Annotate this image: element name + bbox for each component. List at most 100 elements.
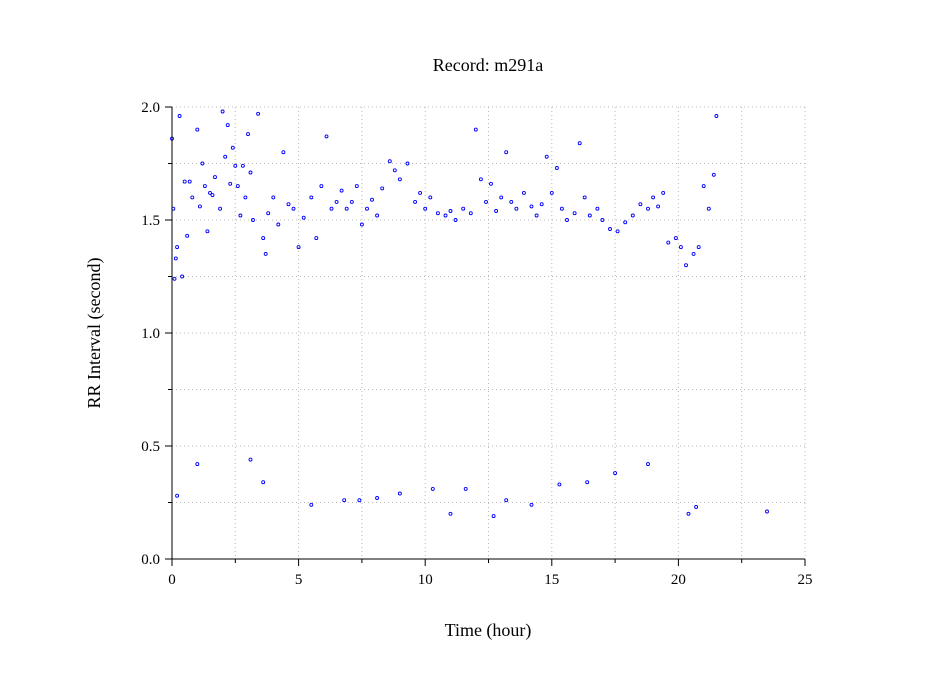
data-point [296, 245, 301, 250]
data-point [615, 229, 620, 234]
data-point [453, 218, 458, 222]
data-point [314, 236, 319, 241]
data-point [559, 206, 564, 211]
data-point [613, 471, 618, 476]
data-point [714, 114, 719, 118]
tick-labels: 0 5 10 15 20 25 0.0 0.5 1.0 1.5 2.0 [141, 100, 812, 588]
data-point [387, 159, 392, 164]
data-point [286, 202, 291, 207]
data-point [468, 211, 473, 216]
data-point [430, 486, 435, 491]
data-point [185, 233, 190, 238]
data-point [448, 209, 453, 213]
data-point [428, 195, 433, 200]
data-point [210, 193, 215, 198]
data-point [565, 218, 569, 222]
data-point [638, 202, 643, 207]
data-point [600, 218, 605, 222]
data-point [509, 199, 514, 204]
data-point [461, 206, 466, 211]
data-point [238, 213, 243, 218]
data-point [623, 220, 628, 225]
data-point [696, 245, 701, 250]
data-point [765, 509, 769, 514]
data-point [175, 245, 180, 250]
data-point [405, 161, 410, 166]
data-point [375, 213, 380, 218]
data-point [504, 150, 509, 155]
data-point [646, 206, 650, 211]
y-tick-label: 0.5 [141, 439, 160, 455]
data-point [494, 209, 499, 213]
data-point [202, 184, 207, 189]
x-tick-label: 20 [671, 572, 686, 588]
data-point [182, 179, 187, 184]
data-point [651, 195, 656, 200]
data-point [205, 229, 210, 234]
data-point [309, 502, 314, 507]
data-point [413, 199, 418, 204]
data-point [309, 195, 314, 200]
data-point [235, 184, 240, 189]
data-point [342, 498, 347, 503]
data-point [334, 199, 339, 204]
data-point [266, 211, 271, 216]
data-point [557, 482, 562, 487]
data-point [354, 184, 359, 189]
data-point [534, 213, 539, 218]
x-tick-label: 0 [168, 572, 176, 588]
data-point [577, 141, 582, 146]
data-point [195, 462, 200, 467]
data-point [694, 505, 699, 509]
data-point [276, 222, 281, 227]
data-point [180, 274, 185, 279]
data-point [359, 222, 364, 227]
data-point [529, 204, 534, 209]
data-point [463, 486, 468, 491]
data-point [173, 256, 178, 261]
data-point [397, 491, 402, 496]
data-point [213, 175, 217, 180]
x-tick-label: 25 [798, 572, 813, 588]
data-point [587, 213, 592, 218]
data-point [484, 199, 488, 204]
data-point [228, 181, 233, 186]
y-tick-label: 2.0 [141, 100, 160, 116]
data-points [170, 109, 769, 519]
data-point [281, 150, 286, 155]
data-point [489, 181, 493, 186]
x-tick-label: 15 [544, 572, 559, 588]
data-point [504, 498, 509, 503]
data-point [220, 109, 225, 114]
data-point [701, 184, 706, 189]
y-tick-label: 1.5 [141, 213, 160, 229]
data-point [301, 215, 306, 220]
data-point [344, 206, 349, 211]
data-point [246, 132, 250, 137]
data-point [529, 502, 534, 507]
data-point [261, 236, 266, 241]
data-point [187, 179, 192, 184]
data-point [197, 204, 202, 209]
data-point [630, 213, 635, 218]
data-point [251, 218, 255, 222]
data-point [190, 195, 195, 200]
data-point [666, 240, 671, 245]
x-tick-label: 5 [295, 572, 303, 588]
data-point [177, 114, 182, 118]
data-point [261, 480, 266, 485]
data-point [572, 211, 577, 216]
data-point [248, 457, 253, 462]
data-point [585, 480, 590, 485]
data-point [324, 134, 329, 139]
data-point [656, 204, 661, 209]
data-point [423, 206, 428, 211]
data-point [595, 206, 600, 211]
data-point [582, 195, 587, 200]
data-point [686, 511, 691, 516]
data-point [478, 177, 483, 182]
data-point [243, 195, 248, 200]
chart-title: Record: m291a [433, 55, 543, 75]
data-point [380, 186, 385, 191]
